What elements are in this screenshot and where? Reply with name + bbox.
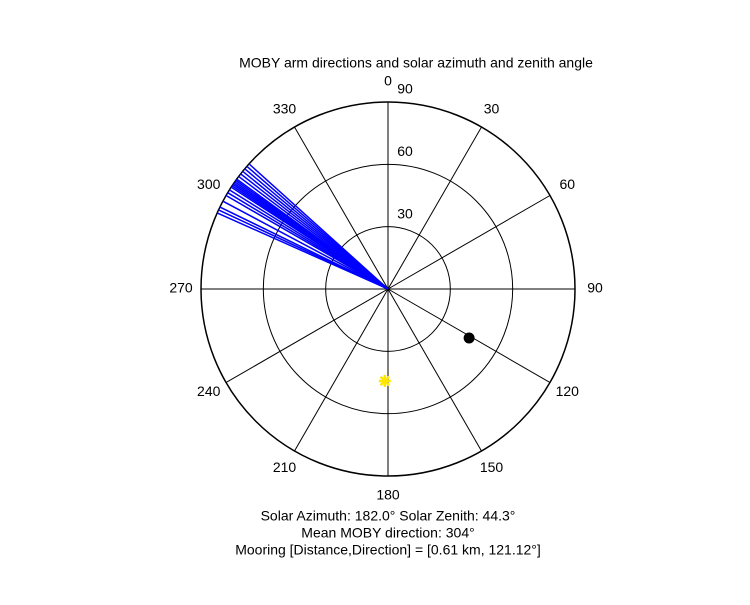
spoke: [387, 126, 482, 290]
sun-marker: [378, 374, 391, 387]
sun-ray: [379, 375, 390, 387]
moby-direction: [219, 206, 389, 290]
theta-tick-label: 150: [480, 459, 504, 475]
spoke: [225, 288, 389, 383]
r-tick-label: 90: [397, 81, 413, 97]
theta-tick-label: 0: [384, 73, 392, 89]
r-tick-label: 30: [397, 205, 413, 221]
annotation: Mooring [Distance,Direction] = [0.61 km,…: [235, 542, 541, 558]
theta-tick-label: 60: [559, 176, 575, 192]
annotation: Mean MOBY direction: 304°: [301, 525, 474, 541]
theta-tick-label: 270: [169, 280, 193, 296]
r-tick-label: 60: [397, 143, 413, 159]
theta-tick-label: 210: [273, 459, 297, 475]
annotation: Solar Azimuth: 182.0° Solar Zenith: 44.3…: [261, 508, 516, 524]
chart-title: MOBY arm directions and solar azimuth an…: [239, 55, 593, 71]
theta-tick-label: 180: [376, 487, 400, 503]
theta-tick-label: 330: [273, 100, 297, 116]
spoke: [294, 288, 389, 452]
moby-direction: [222, 200, 389, 290]
theta-tick-label: 240: [197, 383, 221, 399]
theta-tick-label: 90: [587, 280, 603, 296]
theta-tick-label: 120: [556, 383, 580, 399]
spoke: [387, 288, 482, 452]
theta-tick-label: 300: [197, 176, 221, 192]
spoke: [387, 195, 551, 290]
spoke: [294, 126, 389, 290]
mooring-marker: [463, 332, 475, 344]
moby-direction: [248, 163, 389, 290]
theta-tick-label: 30: [484, 100, 500, 116]
